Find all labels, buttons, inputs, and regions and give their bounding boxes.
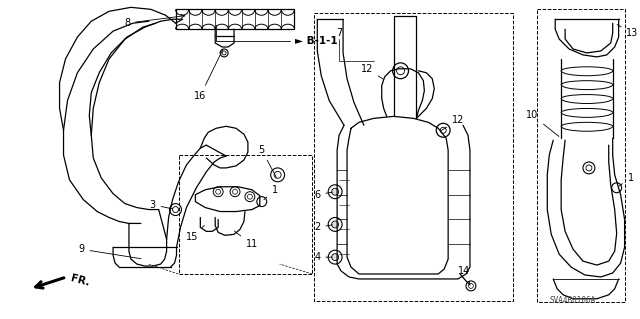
Text: 1: 1	[264, 185, 278, 200]
Circle shape	[332, 221, 339, 228]
Text: FR.: FR.	[70, 274, 91, 288]
Text: ► B-1-1: ► B-1-1	[296, 36, 338, 46]
Text: 7: 7	[336, 28, 342, 38]
Text: SVA4B0106A: SVA4B0106A	[549, 296, 595, 305]
Text: 13: 13	[617, 25, 639, 38]
Text: 1: 1	[619, 173, 634, 186]
Circle shape	[332, 254, 339, 261]
Text: 2: 2	[314, 222, 332, 233]
Text: 5: 5	[259, 145, 276, 177]
Text: 15: 15	[186, 226, 204, 242]
Text: 9: 9	[78, 244, 141, 259]
Circle shape	[332, 188, 339, 195]
Bar	[538, 9, 625, 302]
Text: 3: 3	[150, 200, 173, 210]
Text: 8: 8	[124, 14, 185, 28]
Text: 4: 4	[314, 252, 332, 262]
Text: 12: 12	[361, 64, 383, 79]
Text: 6: 6	[314, 190, 332, 200]
Bar	[179, 155, 312, 274]
Text: 14: 14	[458, 266, 470, 283]
Text: 12: 12	[440, 115, 464, 131]
Text: 16: 16	[194, 49, 223, 100]
Text: 10: 10	[526, 110, 559, 137]
Bar	[314, 13, 513, 301]
Text: 11: 11	[234, 231, 258, 249]
